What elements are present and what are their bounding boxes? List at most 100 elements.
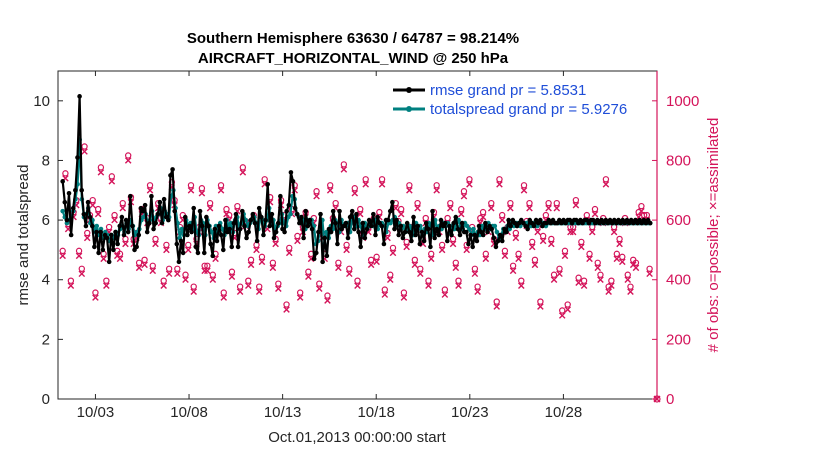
rmse-point xyxy=(333,220,338,226)
rmse-point xyxy=(159,220,165,226)
obs-zero-marker xyxy=(653,395,661,403)
rmse-point xyxy=(140,208,146,214)
totalspread-point xyxy=(179,226,185,232)
rmse-point xyxy=(464,229,469,235)
totalspread-point xyxy=(494,229,500,235)
rmse-point xyxy=(185,232,190,238)
obs-assimilated-marker xyxy=(182,276,189,284)
obs-possible-marker xyxy=(62,170,69,177)
obs-possible-marker xyxy=(512,229,520,237)
rmse-point xyxy=(250,211,256,217)
obs-possible-marker xyxy=(526,199,533,207)
obs-possible-marker xyxy=(378,176,386,183)
rmse-point xyxy=(227,226,232,232)
obs-assimilated-marker xyxy=(466,181,473,188)
obs-assimilated-marker xyxy=(613,255,621,263)
rmse-point xyxy=(419,229,425,235)
rmse-point xyxy=(347,214,353,220)
obs-assimilated-marker xyxy=(135,264,143,272)
obs-assimilated-marker xyxy=(305,273,312,281)
obs-possible-marker xyxy=(643,211,651,219)
obs-assimilated-marker xyxy=(400,294,408,301)
legend-rmse-marker xyxy=(406,87,412,93)
obs-possible-marker xyxy=(471,265,479,272)
rmse-point xyxy=(434,226,440,232)
obs-possible-marker xyxy=(624,271,631,278)
rmse-point xyxy=(123,217,129,223)
x-tick-label: 10/03 xyxy=(77,404,115,421)
obs-assimilated-marker xyxy=(190,288,198,295)
rmse-point xyxy=(94,229,99,235)
rmse-point xyxy=(151,226,156,232)
rmse-point xyxy=(379,223,385,229)
obs-possible-marker xyxy=(572,196,580,204)
rmse-point xyxy=(313,250,319,256)
obs-possible-marker xyxy=(638,202,645,210)
obs-possible-marker xyxy=(187,182,195,189)
obs-assimilated-marker xyxy=(591,210,599,218)
rmse-point xyxy=(197,208,203,214)
y-right-tick-label: 600 xyxy=(666,212,691,229)
rmse-point xyxy=(451,220,456,226)
obs-possible-marker xyxy=(190,283,197,290)
obs-assimilated-marker xyxy=(373,258,380,266)
rmse-point xyxy=(303,208,309,214)
obs-possible-marker xyxy=(482,250,490,258)
rmse-point xyxy=(455,226,461,232)
y-axis-left-ticks: 0 2 4 6 8 10 xyxy=(33,93,63,408)
rmse-point xyxy=(402,229,408,235)
obs-possible-marker xyxy=(564,301,571,308)
obs-possible-marker xyxy=(332,199,339,207)
obs-assimilated-marker xyxy=(594,264,602,272)
obs-possible-marker xyxy=(362,176,369,183)
obs-assimilated-marker xyxy=(124,157,132,164)
obs-assimilated-marker xyxy=(526,204,533,212)
rmse-point xyxy=(436,232,442,238)
totalspread-point xyxy=(209,229,214,235)
rmse-point xyxy=(417,241,423,247)
rmse-point xyxy=(92,244,97,250)
rmse-point xyxy=(292,205,298,211)
rmse-point xyxy=(445,238,450,244)
totalspread-point xyxy=(288,211,293,217)
rmse-point xyxy=(128,193,133,199)
obs-assimilated-marker xyxy=(313,192,320,200)
obs-assimilated-marker xyxy=(602,181,610,188)
rmse-point xyxy=(493,244,499,250)
obs-assimilated-marker xyxy=(403,243,410,251)
obs-assimilated-marker xyxy=(92,294,99,301)
obs-assimilated-marker xyxy=(97,169,105,176)
rmse-point xyxy=(311,256,317,262)
rmse-point xyxy=(459,220,465,226)
obs-assimilated-marker xyxy=(482,255,490,263)
obs-assimilated-marker xyxy=(627,288,634,295)
obs-assimilated-marker xyxy=(515,255,522,263)
rmse-point xyxy=(244,235,249,241)
obs-assimilated-marker xyxy=(578,243,585,251)
y-left-tick-label: 6 xyxy=(42,212,50,229)
rmse-point xyxy=(130,223,135,229)
rmse-point xyxy=(322,235,328,241)
obs-assimilated-marker xyxy=(111,216,118,224)
obs-possible-marker xyxy=(550,271,558,278)
rmse-point xyxy=(157,199,163,205)
y-left-tick-label: 10 xyxy=(33,93,50,110)
legend-spread-marker xyxy=(406,106,412,112)
rmse-point xyxy=(256,205,262,211)
obs-possible-marker xyxy=(78,265,85,272)
obs-assimilated-marker xyxy=(351,189,359,197)
obs-assimilated-marker xyxy=(206,204,214,212)
rmse-point xyxy=(442,220,448,226)
obs-assimilated-marker xyxy=(455,282,462,289)
rmse-point xyxy=(189,229,194,235)
obs-assimilated-marker xyxy=(449,240,457,248)
obs-possible-marker xyxy=(108,173,116,180)
obs-assimilated-marker xyxy=(406,186,413,194)
rmse-point xyxy=(309,226,315,232)
rmse-point xyxy=(387,208,393,214)
rmse-point xyxy=(214,238,220,244)
rmse-point xyxy=(373,232,378,238)
obs-possible-marker xyxy=(447,199,454,207)
obs-assimilated-marker xyxy=(67,282,75,289)
obs-possible-marker xyxy=(646,265,653,272)
